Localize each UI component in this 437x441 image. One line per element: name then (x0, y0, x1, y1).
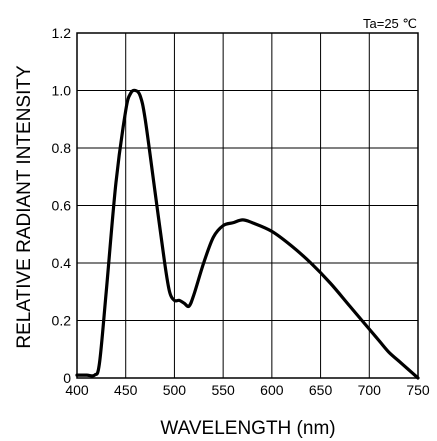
x-tick-label: 750 (406, 382, 430, 398)
x-axis-title: WAVELENGTH (nm) (160, 418, 335, 439)
x-tick-label: 550 (211, 382, 235, 398)
x-tick-label: 500 (163, 382, 187, 398)
x-tick-labels: 400 450 500 550 600 650 700 750 (65, 382, 430, 398)
y-axis-title: RELATIVE RADIANT INTENSITY (14, 65, 35, 349)
temperature-annotation: Ta=25 ℃ (363, 16, 417, 31)
y-tick-label: 0.2 (52, 313, 72, 329)
x-tick-label: 400 (65, 382, 89, 398)
x-tick-label: 450 (114, 382, 138, 398)
y-tick-labels: 0 0.2 0.4 0.6 0.8 1.0 1.2 (52, 25, 72, 386)
y-tick-label: 1.0 (52, 83, 72, 99)
y-tick-label: 0 (63, 370, 71, 386)
y-tick-label: 0.8 (52, 140, 72, 156)
plot-frame (76, 32, 419, 379)
y-tick-label: 1.2 (52, 25, 72, 41)
y-tick-label: 0.6 (52, 198, 72, 214)
x-tick-label: 700 (358, 382, 382, 398)
y-tick-label: 0.4 (52, 255, 72, 271)
x-tick-label: 600 (260, 382, 284, 398)
intensity-curve (75, 88, 420, 380)
x-tick-label: 650 (309, 382, 333, 398)
